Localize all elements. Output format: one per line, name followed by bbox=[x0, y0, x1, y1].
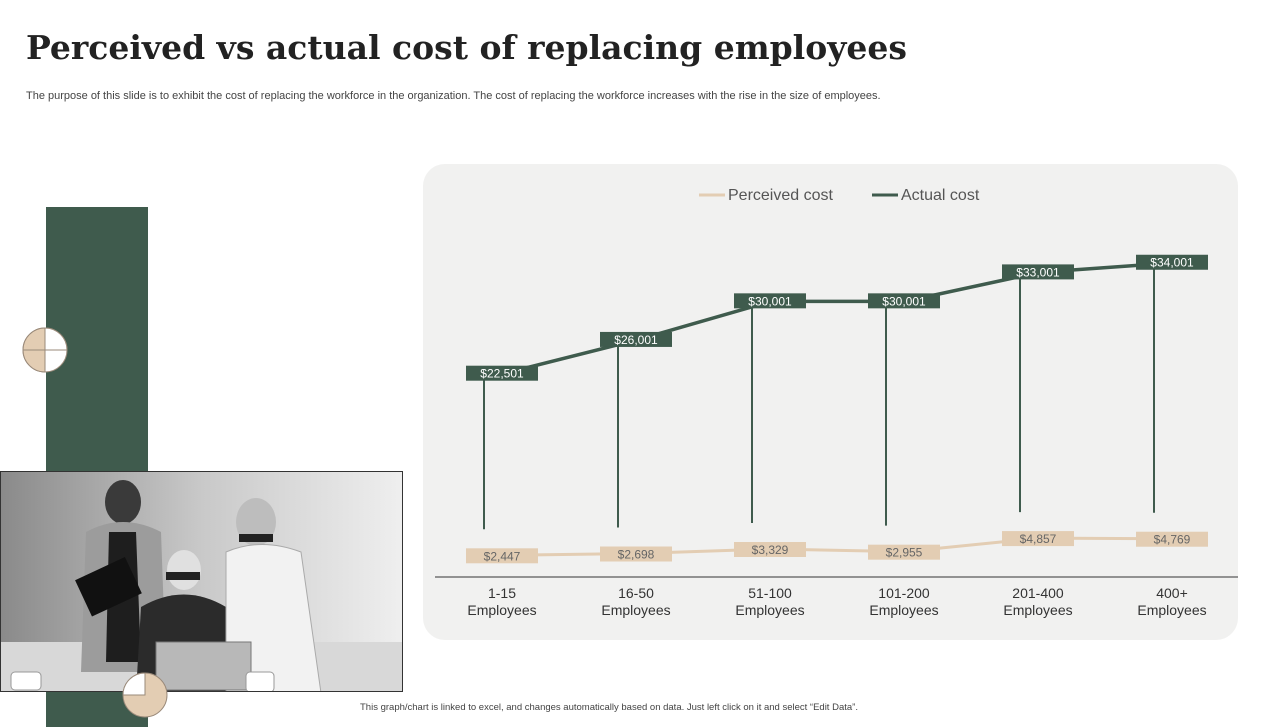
data-label-bg-actual bbox=[1136, 254, 1208, 270]
x-tick-label: 201-400 Employees bbox=[1003, 585, 1072, 618]
data-label-bg-perceived bbox=[1002, 531, 1074, 547]
data-label-perceived: $3,329 bbox=[752, 543, 789, 557]
data-label-bg-perceived bbox=[868, 544, 940, 560]
data-label-bg-actual bbox=[1002, 264, 1074, 280]
x-tick-label: 1-15 Employees bbox=[467, 585, 536, 618]
x-tick-label: 51-100 Employees bbox=[735, 585, 804, 618]
x-tick-label: 101-200 Employees bbox=[869, 585, 938, 618]
data-label-bg-perceived bbox=[600, 546, 672, 562]
x-tick-label: 400+ Employees bbox=[1137, 585, 1206, 618]
data-label-bg-perceived bbox=[1136, 531, 1208, 547]
data-label-bg-actual bbox=[600, 331, 672, 347]
x-tick-label: 16-50 Employees bbox=[601, 585, 670, 618]
legend-label-actual: Actual cost bbox=[901, 187, 980, 204]
pie-icon-bottom bbox=[122, 672, 168, 718]
data-label-actual: $30,001 bbox=[748, 294, 792, 308]
data-label-perceived: $4,857 bbox=[1020, 532, 1057, 546]
data-label-bg-actual bbox=[868, 293, 940, 309]
data-label-actual: $30,001 bbox=[882, 294, 926, 308]
line-chart: Perceived cost Actual cost $22,501 $2,447 $2… bbox=[435, 187, 1238, 618]
data-label-actual: $33,001 bbox=[1016, 265, 1060, 279]
data-label-bg-perceived bbox=[734, 542, 806, 558]
data-label-perceived: $2,955 bbox=[886, 546, 923, 560]
data-label-actual: $22,501 bbox=[480, 367, 524, 381]
data-label-perceived: $4,769 bbox=[1154, 533, 1191, 547]
pie-icon bbox=[22, 327, 68, 373]
office-team-photo bbox=[0, 471, 403, 692]
data-label-perceived: $2,698 bbox=[618, 548, 655, 562]
page-title: Perceived vs actual cost of replacing em… bbox=[26, 28, 907, 67]
page-subtitle: The purpose of this slide is to exhibit … bbox=[26, 90, 881, 102]
footnote: This graph/chart is linked to excel, and… bbox=[360, 702, 858, 713]
data-label-bg-actual bbox=[734, 293, 806, 309]
data-label-actual: $34,001 bbox=[1150, 256, 1194, 270]
chart-legend: Perceived cost Actual cost bbox=[699, 187, 980, 204]
chart-panel: Perceived cost Actual cost $22,501 $2,447 $2… bbox=[423, 164, 1238, 640]
legend-label-perceived: Perceived cost bbox=[728, 187, 833, 204]
data-label-perceived: $2,447 bbox=[484, 549, 521, 563]
data-label-bg-actual bbox=[466, 365, 538, 381]
data-label-bg-perceived bbox=[466, 548, 538, 564]
data-label-actual: $26,001 bbox=[614, 333, 658, 347]
